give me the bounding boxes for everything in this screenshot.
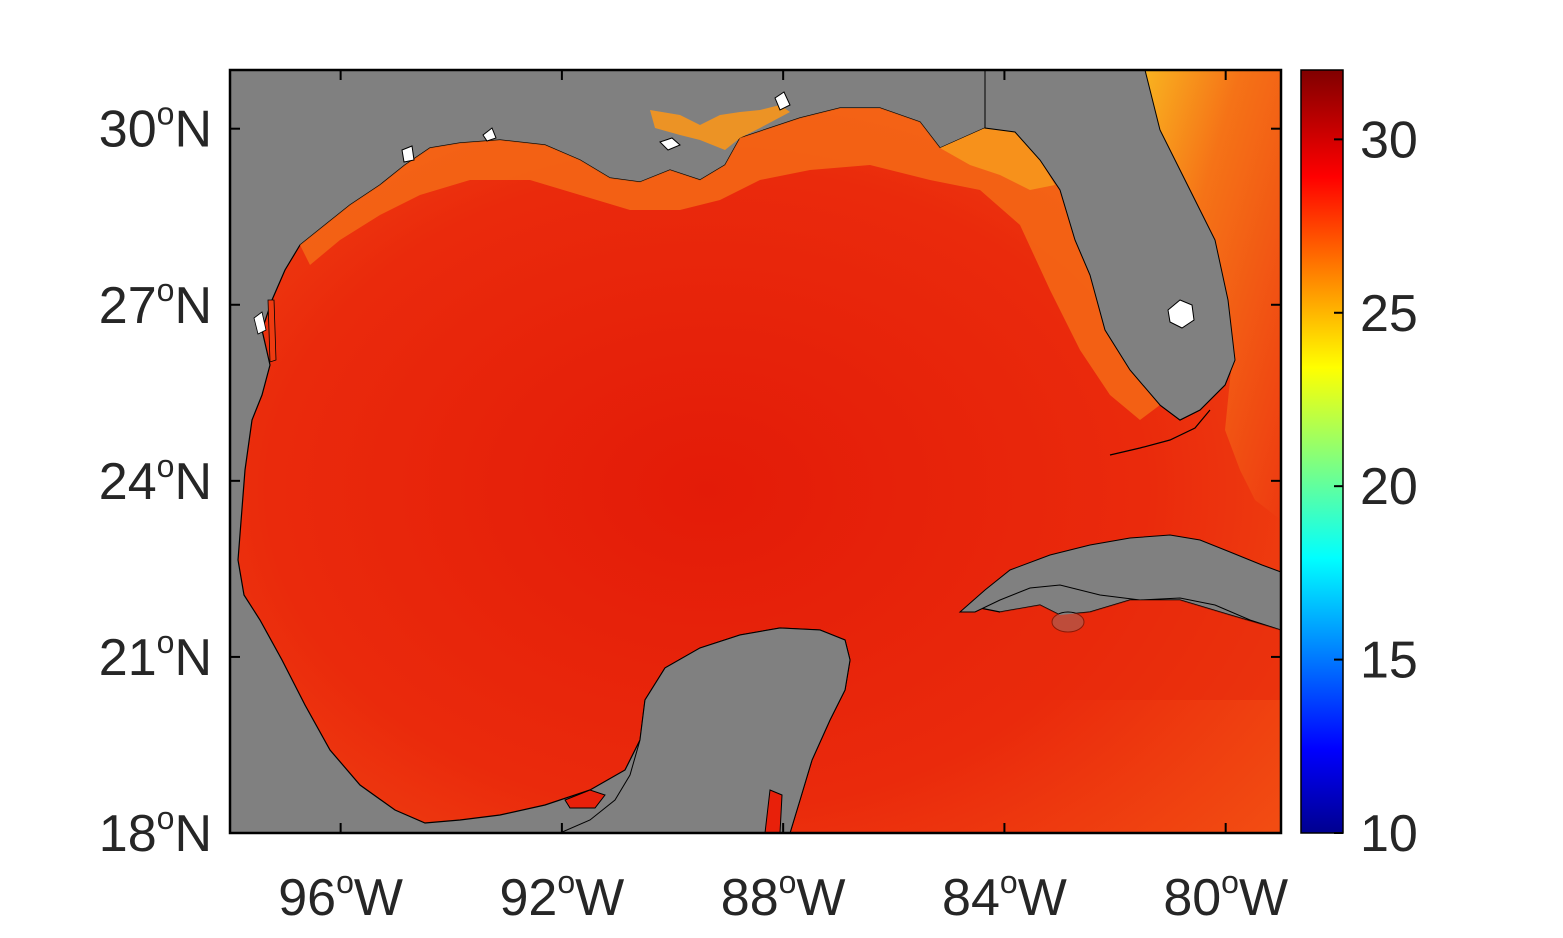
lon-tick-label: 84oW xyxy=(942,864,1067,927)
lon-tick-label: 88oW xyxy=(721,864,846,927)
coastal-bay-white-3 xyxy=(774,91,791,111)
lat-tick-label: 24oN xyxy=(99,448,212,511)
lat-tick-label: 30oN xyxy=(99,96,212,159)
coastal-bay-white-2 xyxy=(401,145,415,163)
latitude-axis: 18oN 21oN 24oN 27oN 30oN xyxy=(99,96,1281,863)
tx-coastal-lagoon xyxy=(253,311,267,335)
lake-pontchartrain xyxy=(659,137,681,151)
map-axes-frame xyxy=(228,68,1283,835)
lat-tick-label: 27oN xyxy=(99,272,212,335)
northern-shelf-sst xyxy=(300,108,1160,420)
lake-okeechobee xyxy=(1167,299,1195,329)
colorbar-tick-label: 10 xyxy=(1360,805,1418,863)
coastal-bay-white xyxy=(482,127,497,142)
lon-tick-label: 80oW xyxy=(1163,864,1288,927)
cuba-landmass xyxy=(958,534,1281,631)
lon-tick-label: 96oW xyxy=(278,864,403,927)
yucatan-peninsula xyxy=(559,627,851,833)
colorbar-tick-label: 30 xyxy=(1360,111,1418,169)
lat-tick-label: 18oN xyxy=(99,800,212,863)
florida-keys xyxy=(1109,409,1211,456)
lat-tick-label: 21oN xyxy=(99,624,212,687)
northern-coast-warm-accent xyxy=(650,105,790,150)
colorbar-tick-label: 15 xyxy=(1360,632,1418,690)
texas-laguna-strip xyxy=(267,299,277,363)
florida-peninsula xyxy=(984,70,1236,421)
belize-coast-patch xyxy=(764,789,783,833)
map-plot-area xyxy=(230,70,1281,833)
laguna-patch xyxy=(564,789,606,809)
cuba-south-warm-water xyxy=(1000,600,1281,700)
longitude-axis: 96oW 92oW 88oW 84oW 80oW xyxy=(278,70,1288,927)
lon-tick-label: 92oW xyxy=(500,864,625,927)
colorbar xyxy=(1300,69,1344,834)
colorbar-tick-label: 20 xyxy=(1360,458,1418,516)
colorbar-axis: 10 15 20 25 30 xyxy=(1334,111,1418,863)
atlantic-east-florida-sst xyxy=(1145,70,1281,520)
big-bend-cool-water xyxy=(940,128,1055,190)
colorbar-tick-label: 25 xyxy=(1360,285,1418,343)
